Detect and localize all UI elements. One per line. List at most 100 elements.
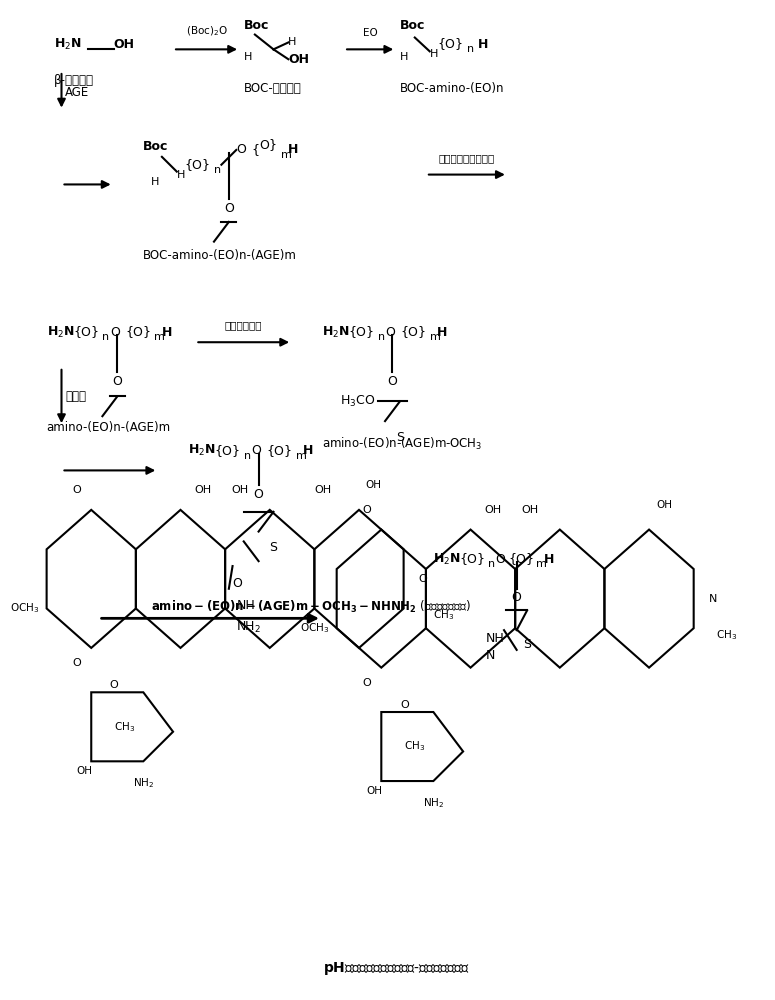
- Text: NH: NH: [485, 632, 505, 645]
- Text: amino-(EO)n-(AGE)m: amino-(EO)n-(AGE)m: [46, 421, 170, 434]
- Text: OH: OH: [484, 505, 501, 515]
- Text: OH: OH: [114, 38, 135, 51]
- Text: NH$_2$: NH$_2$: [133, 776, 154, 790]
- Text: H: H: [288, 37, 297, 47]
- Text: O: O: [110, 680, 119, 690]
- Text: n: n: [377, 332, 384, 342]
- Text: β-氨基乙醇: β-氨基乙醇: [54, 74, 94, 87]
- Text: N: N: [485, 649, 494, 662]
- Text: AGE: AGE: [65, 86, 89, 99]
- Text: BOC-氨基乙醇: BOC-氨基乙醇: [243, 82, 301, 95]
- Text: N: N: [708, 594, 717, 604]
- Text: O: O: [512, 591, 522, 604]
- Text: O: O: [253, 488, 264, 501]
- Text: n: n: [102, 332, 109, 342]
- Text: $\{$O$\}$: $\{$O$\}$: [184, 157, 211, 173]
- Text: H: H: [151, 177, 159, 187]
- Text: O: O: [72, 485, 81, 495]
- Text: m: m: [296, 451, 307, 461]
- Text: $\{$O$\}$: $\{$O$\}$: [214, 443, 240, 459]
- Text: H: H: [177, 170, 185, 180]
- Text: $\bf{amino-(EO)n-(AGE)m-OCH_3-NHNH_2}$ (聚乙二醇衍生物): $\bf{amino-(EO)n-(AGE)m-OCH_3-NHNH_2}$ (…: [151, 599, 470, 615]
- Text: 水合肼: 水合肼: [65, 390, 86, 403]
- Text: O: O: [362, 505, 370, 515]
- Text: $\{$O$\}$: $\{$O$\}$: [348, 324, 374, 340]
- Text: m: m: [536, 559, 547, 569]
- Text: H: H: [478, 38, 488, 51]
- Text: NH: NH: [236, 599, 255, 612]
- Text: O: O: [224, 202, 234, 215]
- Text: NH$_2$: NH$_2$: [423, 796, 444, 810]
- Text: O: O: [72, 658, 81, 668]
- Text: CH$_3$: CH$_3$: [433, 608, 455, 622]
- Text: H$_2$N: H$_2$N: [188, 443, 215, 458]
- Text: H: H: [437, 326, 447, 339]
- Text: NH$_2$: NH$_2$: [236, 620, 261, 635]
- Text: CH$_3$: CH$_3$: [716, 628, 737, 642]
- Text: H: H: [543, 553, 554, 566]
- Text: OCH$_3$: OCH$_3$: [10, 602, 40, 615]
- Text: n: n: [214, 165, 221, 175]
- Text: $\{$O$\}$: $\{$O$\}$: [437, 36, 463, 52]
- Text: H: H: [243, 52, 252, 62]
- Text: OH: OH: [522, 505, 539, 515]
- Text: OH: OH: [232, 485, 249, 495]
- Text: OH: OH: [77, 766, 92, 776]
- Text: amino-(EO)n-(AGE)m-OCH$_3$: amino-(EO)n-(AGE)m-OCH$_3$: [322, 436, 482, 452]
- Text: H$_2$N: H$_2$N: [54, 37, 82, 52]
- Text: Boc: Boc: [400, 19, 425, 32]
- Text: H$_2$N: H$_2$N: [433, 552, 461, 567]
- Text: H$_2$N: H$_2$N: [322, 325, 350, 340]
- Text: H$_3$CO: H$_3$CO: [340, 394, 376, 409]
- Text: O: O: [400, 700, 408, 710]
- Text: O: O: [362, 678, 370, 688]
- Text: O: O: [236, 143, 246, 156]
- Text: O: O: [385, 326, 395, 339]
- Text: OH: OH: [367, 786, 382, 796]
- Text: $\{$O$\}$: $\{$O$\}$: [73, 324, 99, 340]
- Text: H: H: [400, 52, 408, 62]
- Text: OH: OH: [288, 53, 309, 66]
- Text: m: m: [154, 332, 165, 342]
- Text: BOC-amino-(EO)n-(AGE)m: BOC-amino-(EO)n-(AGE)m: [143, 249, 297, 262]
- Text: 三氟乙酸：二氯甲烷: 三氟乙酸：二氯甲烷: [439, 153, 495, 163]
- Text: m: m: [281, 150, 291, 160]
- Text: OH: OH: [315, 485, 332, 495]
- Text: $\{$O$\}$: $\{$O$\}$: [125, 324, 151, 340]
- Text: S: S: [523, 638, 531, 651]
- Text: H: H: [429, 49, 438, 59]
- Text: n: n: [487, 559, 494, 569]
- Text: m: m: [429, 332, 440, 342]
- Text: H: H: [288, 143, 298, 156]
- Text: 巯基乙酸甲酯: 巯基乙酸甲酯: [225, 320, 263, 330]
- Text: $\{$: $\{$: [251, 142, 260, 158]
- Text: BOC-amino-(EO)n: BOC-amino-(EO)n: [400, 82, 505, 95]
- Text: $\{$O$\}$: $\{$O$\}$: [266, 443, 292, 459]
- Text: OH: OH: [366, 480, 382, 490]
- Text: O: O: [495, 553, 505, 566]
- Text: OCH$_3$: OCH$_3$: [300, 621, 329, 635]
- Text: H$_2$N: H$_2$N: [46, 325, 74, 340]
- Text: Boc: Boc: [143, 140, 169, 153]
- Text: n: n: [243, 451, 251, 461]
- Text: $\{$O$\}$: $\{$O$\}$: [508, 551, 534, 567]
- Text: O: O: [418, 574, 427, 584]
- Text: O: O: [251, 444, 261, 457]
- Text: O: O: [112, 375, 122, 388]
- Text: n: n: [467, 44, 474, 54]
- Text: S: S: [396, 431, 404, 444]
- Text: H: H: [303, 444, 314, 457]
- Text: O$\}$: O$\}$: [259, 137, 277, 153]
- Text: CH$_3$: CH$_3$: [114, 720, 135, 734]
- Text: O: O: [232, 577, 243, 590]
- Text: O: O: [388, 375, 398, 388]
- Text: OH: OH: [656, 500, 672, 510]
- Text: S: S: [270, 541, 277, 554]
- Text: H: H: [162, 326, 172, 339]
- Text: $\{$O$\}$: $\{$O$\}$: [460, 551, 486, 567]
- Text: $\{$O$\}$: $\{$O$\}$: [400, 324, 426, 340]
- Text: CH$_3$: CH$_3$: [404, 740, 425, 753]
- Text: Boc: Boc: [243, 19, 269, 32]
- Text: $\bf{pH}$敏感的聚乙二醇衍生物-柔红霉素偶联物: $\bf{pH}$敏感的聚乙二醇衍生物-柔红霉素偶联物: [322, 960, 470, 977]
- Text: EO: EO: [363, 28, 377, 38]
